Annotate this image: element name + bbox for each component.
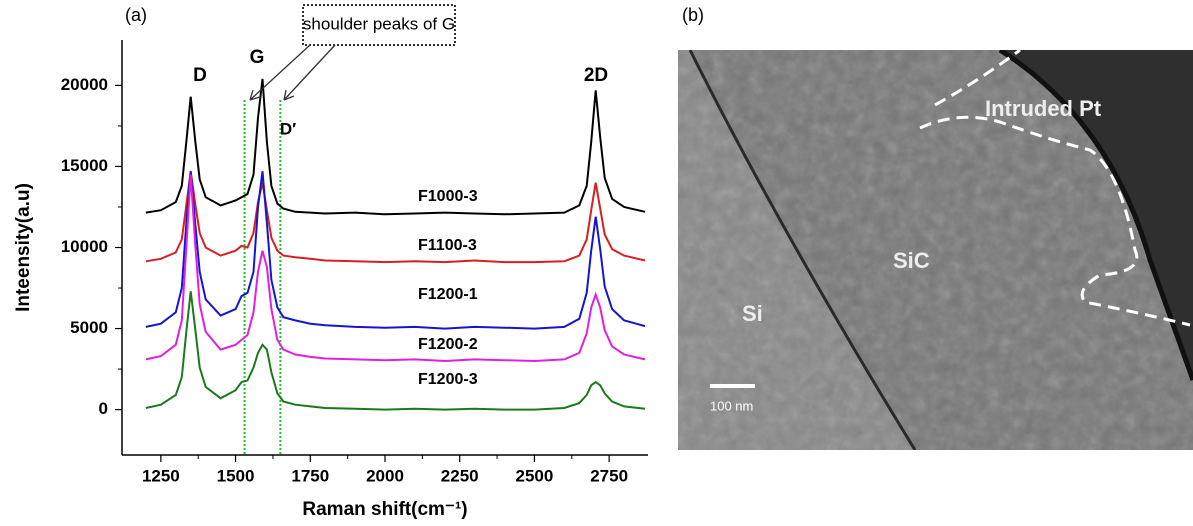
series-label: F1100-3 [418, 237, 477, 254]
peak-label: G [250, 47, 265, 68]
scale-bar-label: 100 nm [710, 398, 753, 413]
y-axis-title: Inteensity(a.u) [13, 183, 34, 312]
annotation-box [302, 4, 456, 46]
y-tick-label: 10000 [61, 237, 108, 256]
y-tick-label: 5000 [70, 318, 108, 337]
region-label: Intruded Pt [985, 96, 1102, 121]
x-tick-label: 2000 [366, 466, 404, 485]
x-tick-label: 2500 [516, 466, 554, 485]
micrograph [678, 50, 1193, 450]
panel-label: (b) [682, 5, 704, 25]
series-label: F1000-3 [418, 188, 478, 205]
annotation-arrow [249, 44, 311, 101]
y-tick-label: 15000 [61, 156, 108, 175]
x-axis-title: Raman shift(cm⁻¹) [302, 499, 467, 520]
series-label: F1200-1 [418, 286, 478, 303]
region-label: Si [742, 301, 763, 326]
annotation-arrow [283, 44, 336, 101]
peak-label: D′ [280, 119, 296, 138]
x-tick-label: 1750 [291, 466, 329, 485]
y-tick-label: 0 [99, 399, 108, 418]
x-tick-label: 1500 [217, 466, 255, 485]
series-line [145, 171, 646, 264]
series-label: F1200-2 [418, 336, 478, 353]
series-line [145, 174, 646, 363]
region-label: SiC [893, 248, 930, 273]
panel-label: (a) [125, 5, 147, 25]
peak-label: D [193, 65, 207, 86]
series-line [145, 171, 646, 330]
x-tick-label: 2250 [441, 466, 479, 485]
x-tick-label: 1250 [142, 466, 180, 485]
peak-label: 2D [584, 65, 608, 86]
series-label: F1200-3 [418, 371, 478, 388]
x-tick-label: 2750 [590, 466, 628, 485]
y-tick-label: 20000 [61, 75, 108, 94]
series-line [145, 78, 646, 216]
annotation: shoulder peaks of G [303, 14, 455, 33]
series-line [145, 291, 646, 411]
